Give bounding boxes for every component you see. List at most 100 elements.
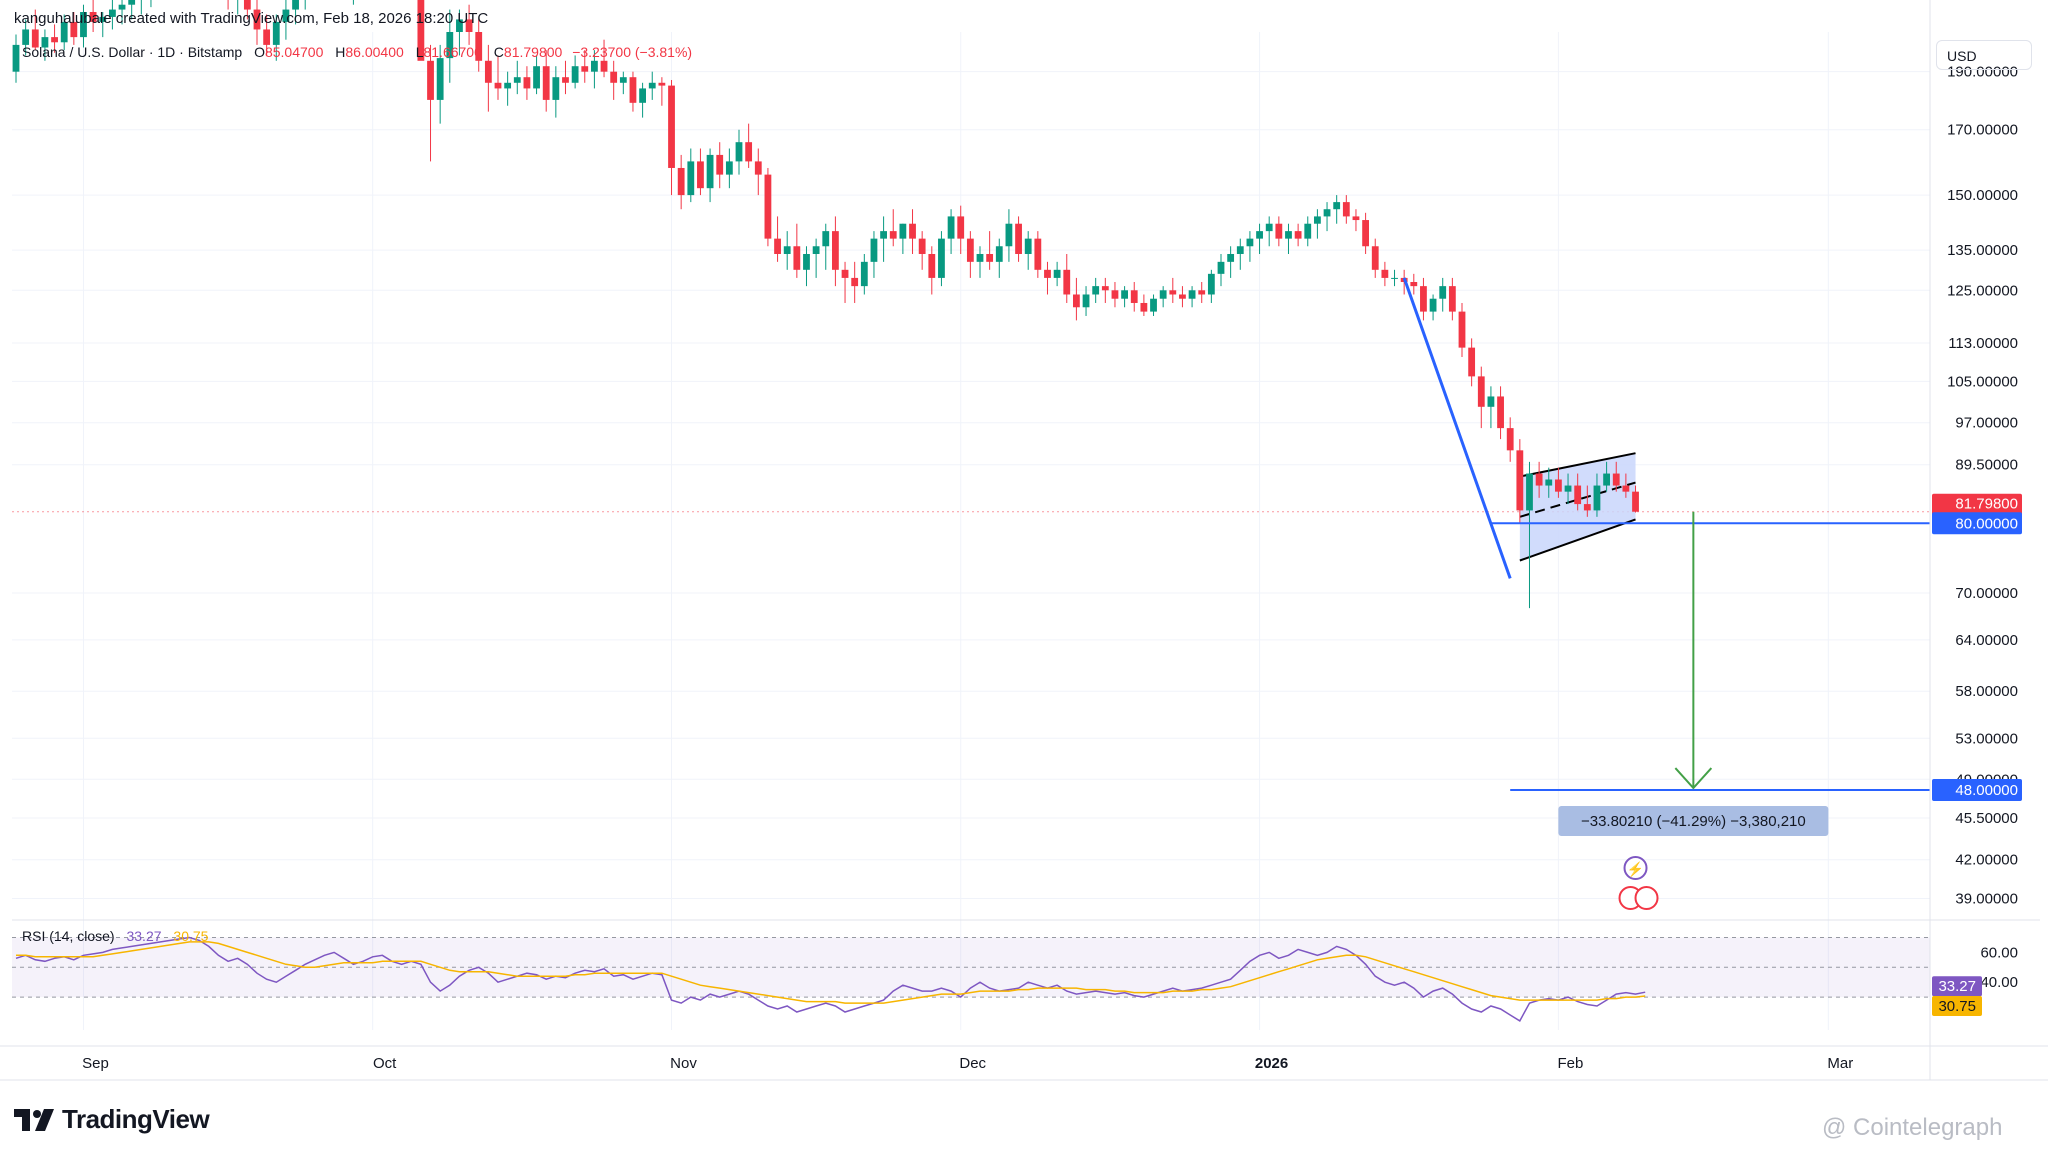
event-icon xyxy=(1623,856,1648,880)
candle-down xyxy=(909,223,916,239)
candle-down xyxy=(610,71,618,83)
candle-down xyxy=(427,60,434,100)
candle-up xyxy=(1429,298,1437,312)
candle-down xyxy=(1294,231,1302,239)
tradingview-logo[interactable]: TradingView xyxy=(14,1104,210,1135)
rsi-badge xyxy=(1932,976,1982,997)
candle-down xyxy=(957,216,965,239)
rsi-ma-value: 30.75 xyxy=(173,928,209,944)
candle-up xyxy=(947,216,955,239)
rsi-line xyxy=(15,936,1646,1022)
price-tick-label: 113.00000 xyxy=(1948,335,2018,352)
rsi-ma-line xyxy=(16,941,1646,1004)
candle-down xyxy=(832,231,839,270)
time-tick-label: Dec xyxy=(959,1055,986,1072)
candle-up xyxy=(1304,223,1312,239)
candle-down xyxy=(1410,282,1418,287)
candle-up xyxy=(1217,261,1225,274)
candle-down xyxy=(928,253,936,278)
candle-down xyxy=(658,82,666,86)
candle-down xyxy=(263,29,271,45)
candle-up xyxy=(1053,269,1061,278)
currency-button[interactable]: USD xyxy=(1936,40,2032,70)
candle-down xyxy=(1111,290,1119,299)
candle-up xyxy=(619,77,627,83)
rsi-badge-text: 30.75 xyxy=(1938,998,1976,1015)
low-value: 81.66700 xyxy=(423,44,482,60)
candle-down xyxy=(1140,302,1148,312)
candle-down xyxy=(1448,286,1456,312)
candle-down xyxy=(1342,202,1350,217)
candle-up xyxy=(1207,273,1215,295)
candle-up xyxy=(648,82,656,89)
rsi-title[interactable]: RSI (14, close) xyxy=(22,928,115,944)
candle-down xyxy=(1535,473,1543,486)
candle-up xyxy=(1314,216,1321,224)
close-value: 81.79800 xyxy=(503,44,563,60)
candle-down xyxy=(754,161,762,175)
candle-up xyxy=(803,253,810,270)
candle-up xyxy=(41,37,49,48)
candle-down xyxy=(253,9,261,30)
candle-down xyxy=(1516,450,1524,511)
flag-lower-line xyxy=(1519,518,1636,562)
candle-down xyxy=(417,0,425,61)
candlestick-series xyxy=(12,0,1639,609)
candle-down xyxy=(1497,396,1504,429)
measure-label-bg xyxy=(1558,806,1829,837)
rsi-pane xyxy=(12,919,2040,1022)
rsi-badge xyxy=(1932,995,1982,1016)
candle-up xyxy=(456,19,463,32)
candle-up xyxy=(1391,277,1398,279)
candle-up xyxy=(1333,202,1341,210)
candle-down xyxy=(1015,223,1022,254)
candle-up xyxy=(1487,396,1495,407)
candle-up xyxy=(1526,473,1533,511)
candle-down xyxy=(1130,290,1138,303)
candle-down xyxy=(774,238,781,254)
price-tick-label: 89.50000 xyxy=(1955,457,2018,474)
chart-grid xyxy=(12,32,1930,1030)
candle-down xyxy=(1371,246,1379,270)
candle-up xyxy=(1439,286,1447,299)
candle-up xyxy=(99,16,107,22)
high-label: H xyxy=(335,44,346,60)
candle-up xyxy=(1323,209,1331,217)
candle-up xyxy=(109,9,116,17)
candle-down xyxy=(841,269,849,278)
price-tick-label: 64.00000 xyxy=(1955,632,2018,649)
price-badge-text: 81.79800 xyxy=(1955,496,2018,513)
candle-down xyxy=(600,60,608,72)
symbol-legend[interactable]: Solana / U.S. Dollar · 1D · Bitstamp O85… xyxy=(22,44,692,60)
time-tick-label: Mar xyxy=(1827,1055,1853,1072)
symbol-name[interactable]: Solana / U.S. Dollar · 1D · Bitstamp xyxy=(22,44,243,60)
candle-down xyxy=(70,21,78,38)
candle-down xyxy=(677,167,685,196)
price-tick-label: 105.00000 xyxy=(1947,373,2018,390)
candle-up xyxy=(1236,246,1244,254)
candle-up xyxy=(976,253,984,262)
candle-up xyxy=(436,58,444,100)
candle-up xyxy=(446,32,454,59)
candle-down xyxy=(494,82,502,89)
price-tick-label: 58.00000 xyxy=(1955,683,2018,700)
rsi-legend[interactable]: RSI (14, close) 33.27 30.75 xyxy=(22,928,208,944)
candle-up xyxy=(1545,479,1553,486)
candle-up xyxy=(1227,253,1235,262)
price-badge xyxy=(1932,512,2022,535)
candle-down xyxy=(51,37,58,43)
measure-label: −33.80210 (−41.29%) −3,380,210 xyxy=(1558,806,1829,837)
time-tick-label: Sep xyxy=(82,1055,109,1072)
cointelegraph-watermark: @ Cointelegraph xyxy=(1822,1114,2003,1141)
price-tick-label: 150.00000 xyxy=(1947,187,2018,204)
candle-down xyxy=(1420,286,1427,312)
candle-down xyxy=(918,238,926,254)
candle-up xyxy=(1150,298,1157,312)
rsi-tick-label: 60.00 xyxy=(1980,944,2018,961)
candle-up xyxy=(60,21,68,43)
flagpole-trendline xyxy=(1402,277,1512,579)
candle-down xyxy=(1458,311,1466,348)
candle-down xyxy=(1101,286,1109,291)
candle-up xyxy=(1159,290,1167,299)
